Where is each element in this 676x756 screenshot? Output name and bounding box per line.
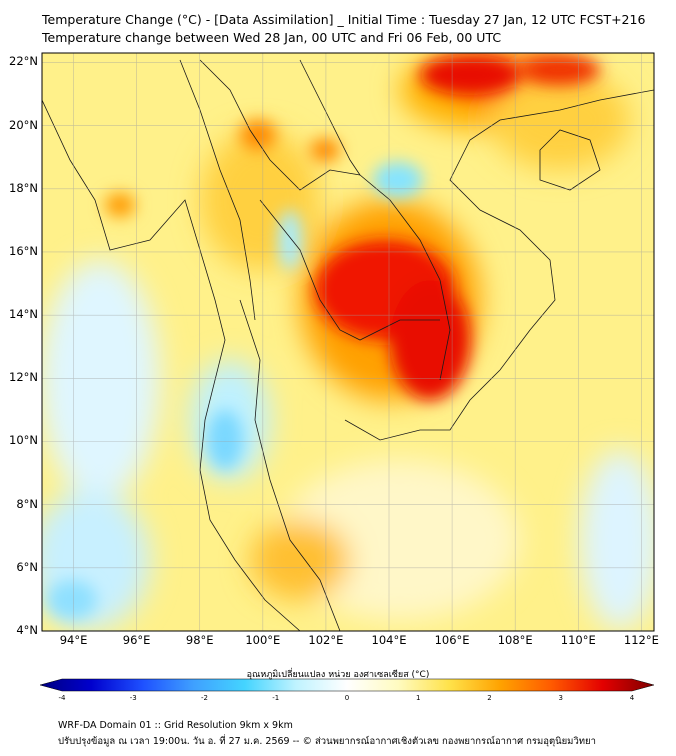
lon-label: 94°E [59,633,88,647]
gridlines [42,53,654,631]
lat-label: 12°N [9,370,38,385]
colorbar-tick: -4 [58,694,66,702]
lat-label: 10°N [9,433,38,448]
lon-label: 106°E [434,633,470,647]
colorbar-tick: 2 [487,694,492,702]
colorbar-tick: 3 [558,694,563,702]
lat-label: 18°N [9,180,38,195]
colorbar-tick: -2 [201,694,208,702]
colorbar-tick: -3 [129,694,137,702]
colorbar-tick: 0 [344,694,350,702]
colorbar-tick: -1 [272,694,280,702]
colorbar-scale [39,678,655,692]
lon-label: 100°E [245,633,281,647]
colorbar-label: อุณหภูมิเปลี่ยนแปลง หน่วย องศาเซลเซียส (… [246,670,430,680]
lon-label: 98°E [185,633,214,647]
map-title: Temperature Change (°C) - [Data Assimila… [42,12,646,27]
lon-label: 104°E [371,633,407,647]
lon-label: 112°E [623,633,659,647]
lon-label: 96°E [122,633,151,647]
footer-update-info: ปรับปรุงข้อมูล ณ เวลา 19:00น. วัน อ. ที่… [58,736,596,747]
map-subtitle: Temperature change between Wed 28 Jan, 0… [42,30,502,45]
colorbar-tick: 4 [629,694,635,702]
lat-label: 16°N [9,243,38,258]
lat-label: 14°N [9,307,38,322]
lon-label: 102°E [308,633,344,647]
temperature-field [42,53,654,631]
colorbar [39,678,655,692]
plot-frame [41,52,655,632]
lat-label: 8°N [16,496,38,511]
lat-label: 4°N [16,623,38,637]
lat-label: 6°N [16,559,38,574]
coastlines-borders [42,59,654,631]
footer-model-info: WRF-DA Domain 01 :: Grid Resolution 9km … [58,720,293,731]
lon-label: 108°E [497,633,533,647]
lat-label: 22°N [9,54,38,69]
lon-label: 110°E [560,633,596,647]
lat-label: 20°N [9,117,38,132]
colorbar-tick: 1 [416,694,421,702]
